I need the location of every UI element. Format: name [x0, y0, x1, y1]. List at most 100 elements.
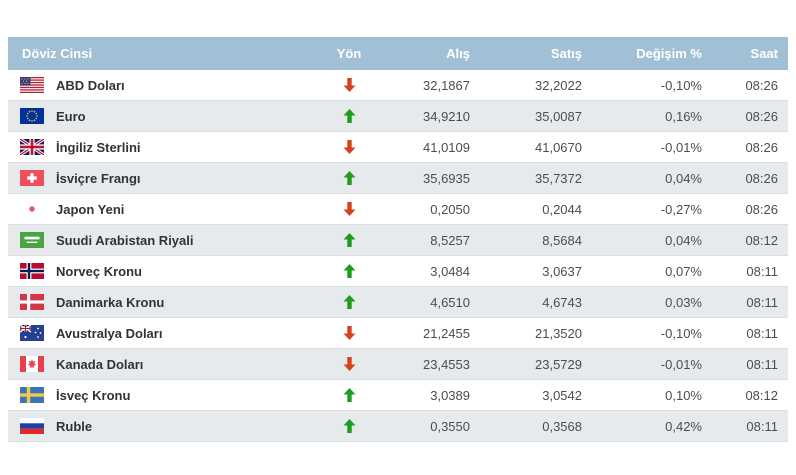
eu-flag-icon — [20, 108, 44, 124]
change-value: 0,04% — [665, 170, 702, 186]
buy-value: 0,2050 — [430, 201, 470, 217]
currency-name: Norveç Kronu — [56, 263, 142, 279]
rates-table: Döviz Cinsi Yön Alış Satış Değişim % Saa… — [8, 37, 788, 442]
time-value: 08:26 — [745, 139, 778, 155]
sell-value: 21,3520 — [535, 325, 582, 341]
time-value: 08:11 — [746, 418, 778, 434]
up-arrow-icon — [343, 233, 356, 247]
time-value: 08:26 — [745, 170, 778, 186]
up-arrow-icon — [343, 295, 356, 309]
table-row: Suudi Arabistan Riyali 8,5257 8,5684 0,0… — [8, 225, 788, 256]
currency-name: İngiliz Sterlini — [56, 139, 141, 155]
sell-value: 4,6743 — [542, 294, 582, 310]
up-arrow-icon — [343, 109, 356, 123]
currency-name: İsviçre Frangı — [56, 170, 141, 186]
table-row: Danimarka Kronu 4,6510 4,6743 0,03% 08:1… — [8, 287, 788, 318]
table-row: İsveç Kronu 3,0389 3,0542 0,10% 08:12 — [8, 380, 788, 411]
time-value: 08:26 — [745, 77, 778, 93]
header-currency: Döviz Cinsi — [22, 46, 93, 61]
currency-name: Suudi Arabistan Riyali — [56, 232, 194, 248]
change-value: 0,10% — [665, 387, 702, 403]
table-row: Norveç Kronu 3,0484 3,0637 0,07% 08:11 — [8, 256, 788, 287]
table-header-row: Döviz Cinsi Yön Alış Satış Değişim % Saa… — [8, 37, 788, 70]
sell-value: 35,0087 — [535, 108, 582, 124]
jp-flag-icon — [20, 201, 44, 217]
change-value: 0,42% — [665, 418, 702, 434]
sell-value: 3,0542 — [542, 387, 582, 403]
table-row: Japon Yeni 0,2050 0,2044 -0,27% 08:26 — [8, 194, 788, 225]
time-value: 08:11 — [746, 263, 778, 279]
us-flag-icon — [20, 77, 44, 93]
table-row: İngiliz Sterlini 41,0109 41,0670 -0,01% … — [8, 132, 788, 163]
ch-flag-icon — [20, 170, 44, 186]
change-value: -0,10% — [660, 77, 702, 93]
change-value: -0,01% — [660, 356, 702, 372]
se-flag-icon — [20, 387, 44, 403]
buy-value: 3,0389 — [430, 387, 470, 403]
header-buy: Alış — [446, 46, 470, 61]
time-value: 08:11 — [746, 325, 778, 341]
change-value: 0,04% — [665, 232, 702, 248]
sell-value: 8,5684 — [542, 232, 582, 248]
sell-value: 23,5729 — [535, 356, 582, 372]
sell-value: 41,0670 — [535, 139, 582, 155]
table-row: Avustralya Doları 21,2455 21,3520 -0,10%… — [8, 318, 788, 349]
currency-name: Kanada Doları — [56, 356, 144, 372]
buy-value: 0,3550 — [430, 418, 470, 434]
ru-flag-icon — [20, 418, 44, 434]
change-value: 0,07% — [665, 263, 702, 279]
time-value: 08:12 — [745, 232, 778, 248]
down-arrow-icon — [343, 202, 356, 216]
sell-value: 0,3568 — [542, 418, 582, 434]
change-value: -0,27% — [660, 201, 702, 217]
no-flag-icon — [20, 263, 44, 279]
time-value: 08:12 — [745, 387, 778, 403]
header-change: Değişim % — [636, 46, 702, 61]
change-value: -0,10% — [660, 325, 702, 341]
currency-name: İsveç Kronu — [56, 387, 131, 403]
au-flag-icon — [20, 325, 44, 341]
change-value: 0,03% — [665, 294, 702, 310]
change-value: -0,01% — [660, 139, 702, 155]
header-time: Saat — [750, 46, 778, 61]
table-row: ABD Doları 32,1867 32,2022 -0,10% 08:26 — [8, 70, 788, 101]
table-row: Kanada Doları 23,4553 23,5729 -0,01% 08:… — [8, 349, 788, 380]
buy-value: 23,4553 — [423, 356, 470, 372]
buy-value: 21,2455 — [423, 325, 470, 341]
table-row: Ruble 0,3550 0,3568 0,42% 08:11 — [8, 411, 788, 442]
time-value: 08:11 — [746, 294, 778, 310]
up-arrow-icon — [343, 419, 356, 433]
down-arrow-icon — [343, 140, 356, 154]
sa-flag-icon — [20, 232, 44, 248]
buy-value: 4,6510 — [430, 294, 470, 310]
currency-name: Ruble — [56, 418, 93, 434]
table-row: İsviçre Frangı 35,6935 35,7372 0,04% 08:… — [8, 163, 788, 194]
buy-value: 8,5257 — [430, 232, 470, 248]
up-arrow-icon — [343, 388, 356, 402]
time-value: 08:11 — [746, 356, 778, 372]
sell-value: 3,0637 — [542, 263, 582, 279]
currency-name: Euro — [56, 108, 86, 124]
buy-value: 41,0109 — [423, 139, 470, 155]
buy-value: 3,0484 — [430, 263, 470, 279]
sell-value: 32,2022 — [535, 77, 582, 93]
buy-value: 34,9210 — [423, 108, 470, 124]
header-sell: Satış — [550, 46, 582, 61]
up-arrow-icon — [343, 171, 356, 185]
sell-value: 35,7372 — [535, 170, 582, 186]
time-value: 08:26 — [745, 108, 778, 124]
dk-flag-icon — [20, 294, 44, 310]
gb-flag-icon — [20, 139, 44, 155]
table-body: ABD Doları 32,1867 32,2022 -0,10% 08:26 … — [8, 70, 788, 442]
down-arrow-icon — [343, 326, 356, 340]
buy-value: 32,1867 — [423, 77, 470, 93]
ca-flag-icon — [20, 356, 44, 372]
down-arrow-icon — [343, 357, 356, 371]
time-value: 08:26 — [745, 201, 778, 217]
change-value: 0,16% — [665, 108, 702, 124]
buy-value: 35,6935 — [423, 170, 470, 186]
currency-name: Japon Yeni — [56, 201, 125, 217]
down-arrow-icon — [343, 78, 356, 92]
sell-value: 0,2044 — [542, 201, 582, 217]
header-direction: Yön — [336, 46, 362, 61]
